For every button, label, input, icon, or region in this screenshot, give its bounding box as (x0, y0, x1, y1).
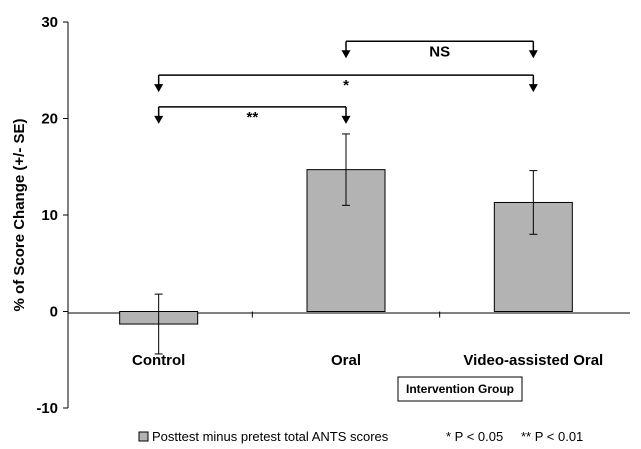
legend-note-p005: * P < 0.05 (446, 429, 503, 444)
legend-swatch (138, 431, 149, 442)
arrow-down-icon (341, 115, 351, 124)
arrow-down-icon (528, 50, 538, 59)
y-tick-label: -10 (36, 400, 58, 417)
y-axis-label: % of Score Change (+/- SE) (11, 119, 28, 312)
x-axis-label: Intervention Group (406, 382, 514, 396)
x-axis-label-box: Intervention Group (397, 376, 523, 402)
category-label: Control (132, 352, 185, 369)
legend-note-p001: ** P < 0.01 (521, 429, 583, 444)
significance-label: * (343, 77, 349, 94)
significance-brackets: ***NS (154, 40, 538, 126)
y-tick-label: 10 (41, 207, 58, 224)
arrow-down-icon (154, 115, 164, 124)
y-tick-label: 20 (41, 111, 58, 128)
y-tick-label: 0 (50, 304, 58, 321)
significance-label: ** (246, 109, 258, 126)
error-bars (154, 133, 538, 355)
y-tick-label: 30 (41, 14, 58, 31)
significance-label: NS (429, 43, 450, 60)
significance-bracket: * (154, 74, 538, 94)
significance-bracket: ** (154, 106, 351, 126)
legend: Posttest minus pretest total ANTS scores… (138, 429, 583, 444)
legend-series-label: Posttest minus pretest total ANTS scores (152, 429, 389, 444)
arrow-down-icon (341, 50, 351, 59)
arrow-down-icon (528, 84, 538, 93)
y-ticks: -10 0 10 20 30 (36, 14, 441, 417)
significance-bracket: NS (341, 40, 538, 60)
category-label: Oral (331, 352, 361, 369)
category-label: Video-assisted Oral (463, 352, 603, 369)
arrow-down-icon (154, 84, 164, 93)
category-labels: Control Oral Video-assisted Oral (132, 352, 603, 369)
